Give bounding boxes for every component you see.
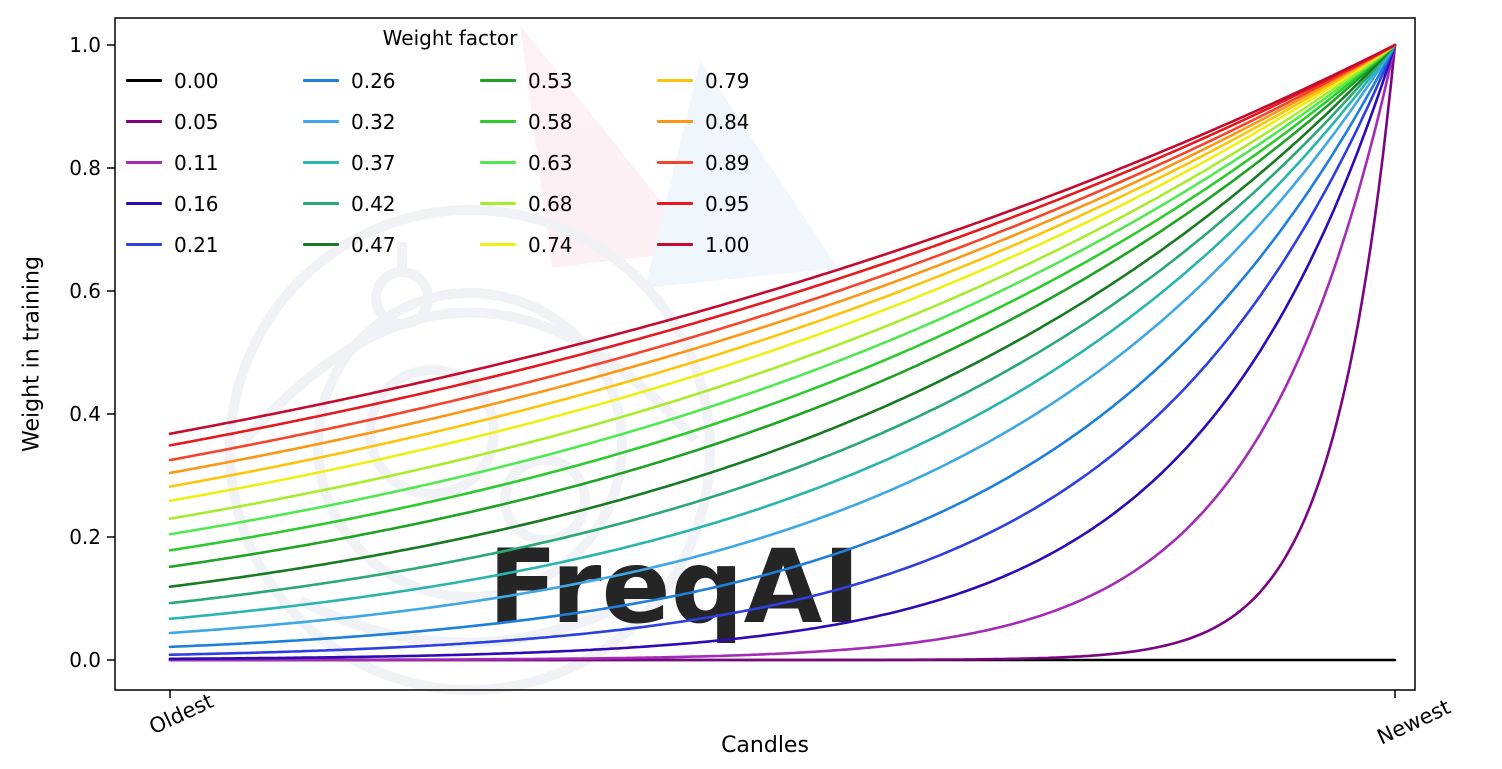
legend-line-swatch: [480, 120, 516, 123]
curve-0.58: [168, 43, 1397, 552]
y-tick-label: 0.6: [69, 279, 101, 303]
curve-0.95: [168, 43, 1397, 447]
legend-line-swatch: [126, 120, 162, 123]
legend-label: 0.58: [528, 109, 573, 134]
legend-label: 0.42: [351, 191, 396, 216]
legend-line-swatch: [657, 161, 693, 164]
curve-0.68: [168, 43, 1397, 521]
curve-0.21: [168, 43, 1397, 657]
legend-label: 0.79: [705, 68, 750, 93]
legend-label: 0.11: [174, 150, 219, 175]
axes-frame: [114, 17, 1416, 691]
legend-label: 0.63: [528, 150, 573, 175]
y-tick-label: 1.0: [69, 33, 101, 57]
legend-line-swatch: [657, 243, 693, 246]
legend-label: 0.37: [351, 150, 396, 175]
legend-line-swatch: [480, 79, 516, 82]
curve-0.16: [168, 43, 1397, 661]
legend-item: 0.42: [303, 192, 480, 216]
legend-item: 0.89: [657, 151, 834, 175]
y-axis-label: Weight in training: [19, 256, 45, 452]
watermark-pink-shape: [520, 25, 700, 268]
legend-label: 0.47: [351, 232, 396, 257]
legend-line-swatch: [303, 120, 339, 123]
curve-0.26: [168, 43, 1397, 649]
legend-line-swatch: [126, 79, 162, 82]
legend-item: 0.37: [303, 151, 480, 175]
legend-label: 0.21: [174, 232, 219, 257]
legend-item: 0.63: [480, 151, 657, 175]
curve-0.32: [168, 43, 1397, 635]
legend-label: 0.84: [705, 109, 750, 134]
curve-0.53: [168, 43, 1397, 569]
legend-item: 0.47: [303, 233, 480, 257]
legend-label: 0.26: [351, 68, 396, 93]
legend-item: 0.58: [480, 110, 657, 134]
legend-item: 0.16: [126, 192, 303, 216]
curve-1.00: [168, 43, 1397, 436]
legend-line-swatch: [303, 161, 339, 164]
legend-title: Weight factor: [382, 26, 518, 50]
y-tick-label: 0.0: [69, 648, 101, 672]
legend-item: 0.84: [657, 110, 834, 134]
legend-item: 0.68: [480, 192, 657, 216]
legend-label: 0.05: [174, 109, 219, 134]
legend-label: 1.00: [705, 232, 750, 257]
legend-item: 0.74: [480, 233, 657, 257]
curve-0.63: [168, 43, 1397, 536]
x-axis-label: Candles: [721, 733, 809, 758]
legend-line-swatch: [126, 202, 162, 205]
curve-0.79: [168, 43, 1397, 488]
legend-line-swatch: [126, 161, 162, 164]
legend-line-swatch: [480, 202, 516, 205]
curve-0.37: [168, 43, 1397, 621]
legend-item: 0.11: [126, 151, 303, 175]
curve-0.84: [168, 43, 1397, 475]
curve-0.89: [168, 43, 1397, 462]
curve-0.47: [168, 43, 1397, 589]
legend-item: 0.79: [657, 69, 834, 93]
legend-label: 0.53: [528, 68, 573, 93]
legend-label: 0.68: [528, 191, 573, 216]
curve-0.74: [168, 43, 1397, 503]
legend-line-swatch: [480, 161, 516, 164]
legend-item: 1.00: [657, 233, 834, 257]
legend-line-swatch: [480, 243, 516, 246]
legend: Weight factor 0.00 0.05 0.11 0.16 0.21 0.26 0.…: [126, 26, 774, 265]
legend-line-swatch: [657, 120, 693, 123]
curve-0.11: [168, 43, 1397, 662]
legend-line-swatch: [303, 243, 339, 246]
x-tick-label: Oldest: [146, 689, 218, 739]
legend-label: 0.16: [174, 191, 219, 216]
legend-item: 0.21: [126, 233, 303, 257]
legend-item: 0.95: [657, 192, 834, 216]
legend-line-swatch: [126, 243, 162, 246]
legend-line-swatch: [657, 79, 693, 82]
y-tick-label: 0.2: [69, 525, 101, 549]
watermark-blue-shape: [645, 60, 838, 288]
legend-grid: 0.00 0.05 0.11 0.16 0.21 0.26 0.32 0.37 0.42 0.47…: [126, 60, 774, 265]
legend-item: 0.05: [126, 110, 303, 134]
x-tick-label: Newest: [1373, 695, 1454, 750]
legend-label: 0.32: [351, 109, 396, 134]
curve-0.42: [168, 43, 1397, 605]
legend-item: 0.53: [480, 69, 657, 93]
legend-label: 0.00: [174, 68, 219, 93]
legend-item: 0.00: [126, 69, 303, 93]
y-tick-label: 0.4: [69, 402, 101, 426]
legend-item: 0.32: [303, 110, 480, 134]
legend-label: 0.95: [705, 191, 750, 216]
legend-label: 0.89: [705, 150, 750, 175]
legend-label: 0.74: [528, 232, 573, 257]
legend-item: 0.26: [303, 69, 480, 93]
legend-line-swatch: [657, 202, 693, 205]
legend-line-swatch: [303, 202, 339, 205]
y-tick-label: 0.8: [69, 156, 101, 180]
legend-line-swatch: [303, 79, 339, 82]
